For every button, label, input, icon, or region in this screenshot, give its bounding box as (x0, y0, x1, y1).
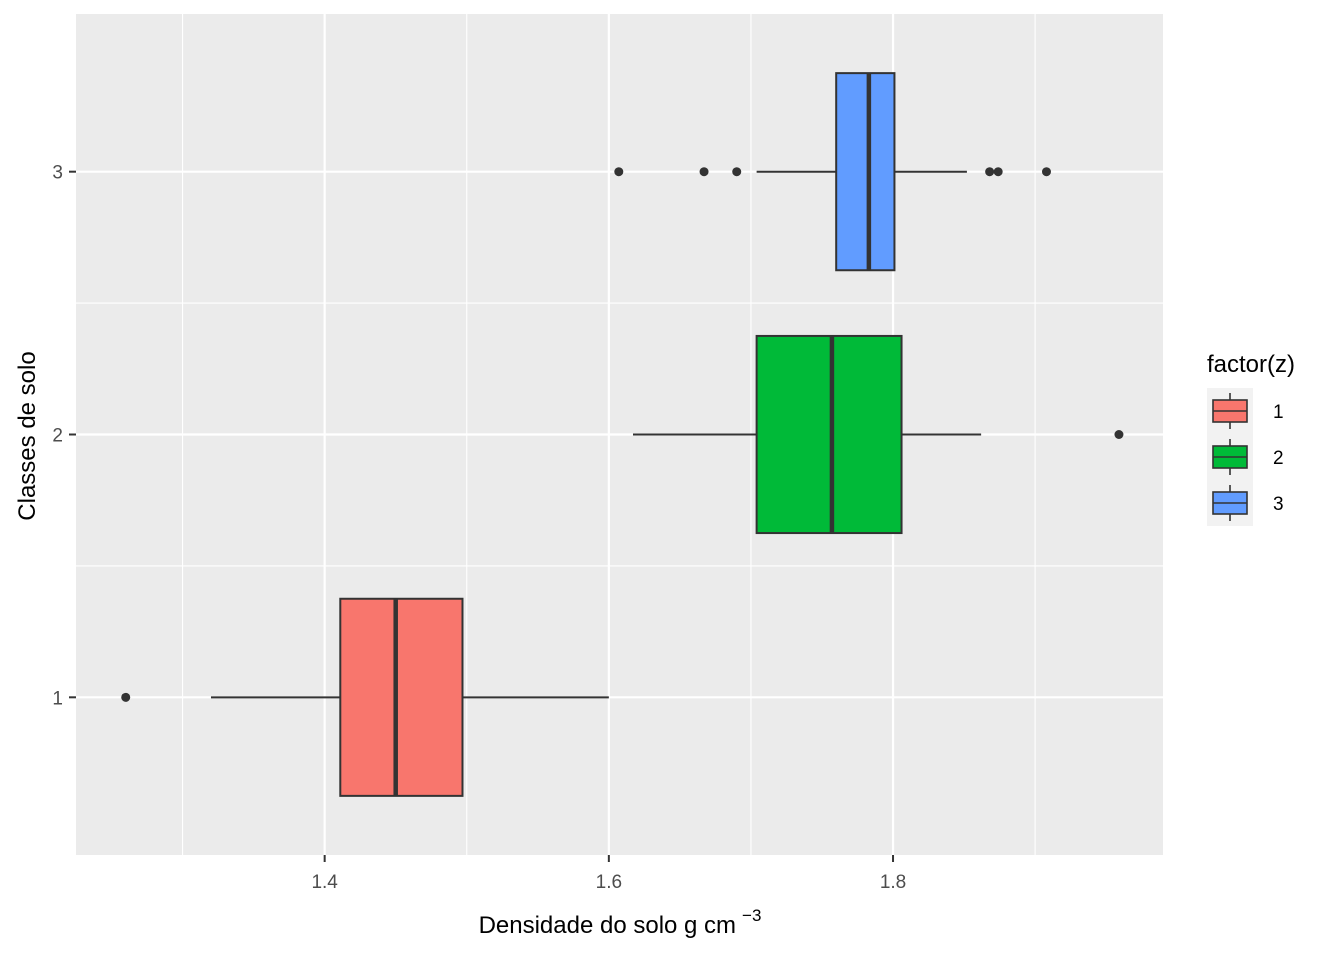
box-iqr-3 (835, 72, 896, 272)
outlier-point (985, 167, 995, 177)
legend-label: 1 (1273, 402, 1284, 423)
outlier-point (1114, 430, 1124, 439)
x-tick-label: 1.4 (311, 872, 338, 893)
x-tick-label: 1.8 (880, 872, 906, 893)
outlier-point (121, 692, 131, 702)
box-iqr-2 (755, 334, 903, 535)
y-tick-label: 1 (52, 688, 63, 709)
legend: 1 2 3 (1207, 388, 1284, 526)
y-tick-labels: 1 2 3 (52, 163, 63, 710)
box-iqr-1 (339, 597, 464, 797)
outlier-point (614, 167, 624, 177)
outlier-point (993, 167, 1003, 177)
outlier-point (699, 167, 709, 177)
x-tick-label: 1.6 (596, 872, 622, 893)
legend-label: 2 (1273, 448, 1284, 469)
legend-title: factor(z) (1207, 351, 1295, 378)
outlier-point (1041, 167, 1051, 177)
x-tick-labels: 1.4 1.6 1.8 (311, 872, 906, 893)
box-series (121, 72, 1124, 797)
x-axis-title: Densidade do solo g cm −3 (479, 906, 762, 939)
axis-ticks (69, 170, 895, 862)
y-tick-label: 3 (52, 163, 63, 184)
y-tick-label: 2 (52, 426, 63, 447)
legend-label: 3 (1273, 494, 1284, 515)
y-axis-title: Classes de solo (14, 351, 41, 520)
outlier-point (732, 167, 742, 177)
